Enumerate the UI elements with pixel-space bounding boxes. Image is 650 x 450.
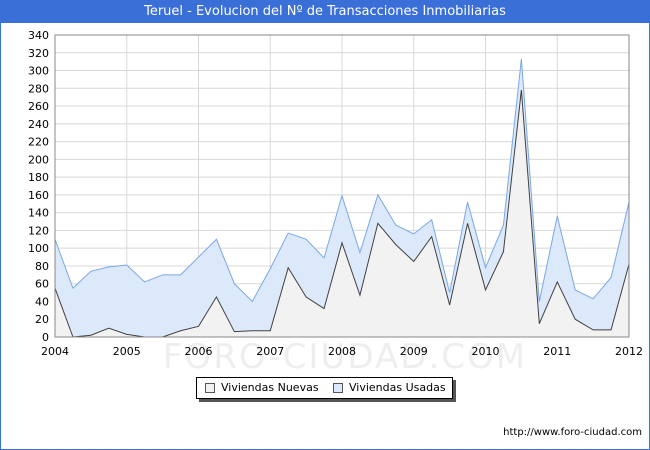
y-tick-label: 280	[28, 82, 49, 95]
y-tick-label: 240	[28, 118, 49, 131]
x-tick-label: 2008	[328, 345, 356, 358]
y-tick-label: 20	[35, 313, 49, 326]
legend-label-nuevas: Viviendas Nuevas	[221, 381, 319, 394]
x-tick-label: 2007	[256, 345, 284, 358]
legend-swatch-usadas	[333, 383, 343, 393]
legend-swatch-nuevas	[205, 383, 215, 393]
y-tick-label: 180	[28, 171, 49, 184]
y-tick-label: 160	[28, 189, 49, 202]
y-tick-label: 60	[35, 278, 49, 291]
x-tick-label: 2009	[400, 345, 428, 358]
y-tick-label: 260	[28, 100, 49, 113]
y-axis-ticks: 0 20 40 60 80 100 120 140 160 180 200 220 240 260 280 3…	[28, 29, 49, 344]
legend-label-usadas: Viviendas Usadas	[349, 381, 446, 394]
source-url: http://www.foro-ciudad.com	[503, 427, 642, 438]
y-tick-label: 320	[28, 47, 49, 60]
y-tick-label: 140	[28, 207, 49, 220]
y-tick-label: 80	[35, 260, 49, 273]
y-tick-label: 120	[28, 224, 49, 237]
y-tick-label: 200	[28, 153, 49, 166]
area-usadas	[55, 58, 629, 337]
y-tick-label: 0	[42, 331, 49, 344]
x-tick-label: 2011	[543, 345, 571, 358]
x-tick-label: 2004	[41, 345, 69, 358]
y-tick-label: 340	[28, 29, 49, 42]
watermark: FORO-CIUDAD.COM	[163, 337, 527, 377]
plot-border	[54, 34, 630, 338]
series-areas	[54, 58, 630, 338]
y-tick-label: 300	[28, 65, 49, 78]
x-tick-label: 2012	[615, 345, 643, 358]
x-tick-label: 2005	[113, 345, 141, 358]
line-usadas	[54, 58, 630, 303]
x-axis-ticks: 2004 2005 2006 2007 2008 2009 2010 2011 2012	[41, 345, 643, 358]
legend: Viviendas Nuevas Viviendas Usadas	[196, 377, 453, 399]
x-tick-label: 2006	[185, 345, 213, 358]
y-tick-label: 100	[28, 242, 49, 255]
y-tick-label: 40	[35, 295, 49, 308]
x-tick-label: 2010	[472, 345, 500, 358]
y-tick-label: 220	[28, 136, 49, 149]
chart-title: Teruel - Evolucion del Nº de Transaccion…	[1, 1, 649, 23]
